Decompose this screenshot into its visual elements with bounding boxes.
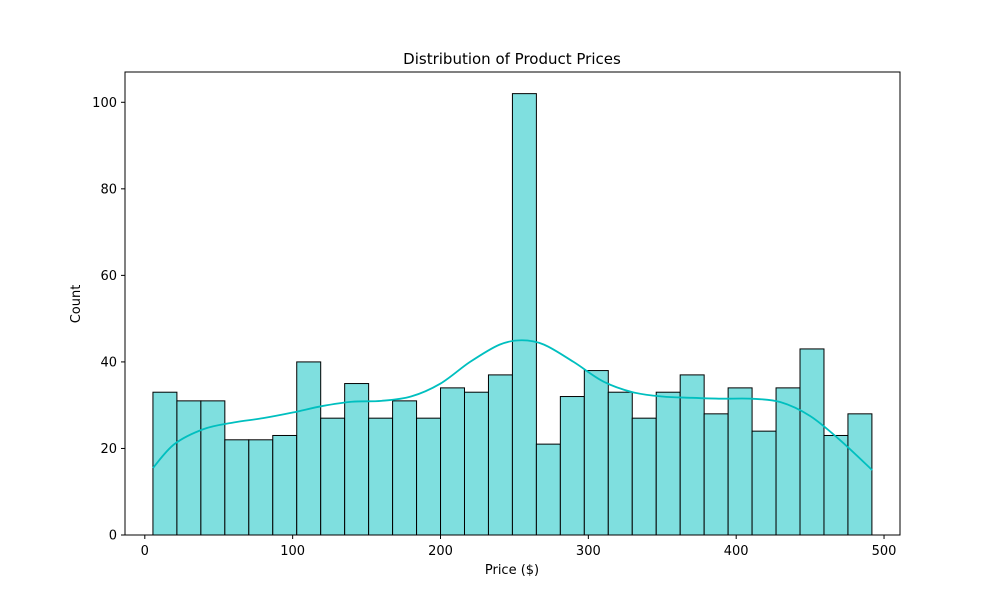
histogram-bar — [487, 374, 513, 536]
histogram-bar — [799, 348, 825, 536]
chart-title: Distribution of Product Prices — [403, 50, 621, 68]
histogram-bar — [559, 396, 585, 536]
histogram-bar — [847, 413, 873, 536]
histogram-bar — [535, 443, 561, 536]
x-tick-label: 300 — [576, 544, 601, 559]
histogram-bar — [320, 417, 346, 536]
histogram-bar — [296, 361, 322, 536]
y-tick-label: 80 — [100, 182, 117, 197]
y-axis-label: Count — [69, 285, 84, 324]
y-axis: 0 20 40 60 80 100 — [92, 96, 125, 544]
y-tick-label: 100 — [92, 96, 117, 111]
histogram-bar — [224, 439, 250, 536]
x-tick-label: 400 — [724, 544, 749, 559]
histogram-bar — [631, 417, 657, 536]
y-tick-label: 0 — [109, 529, 117, 544]
histogram-bar — [775, 387, 801, 536]
x-axis-label: Price ($) — [485, 563, 539, 578]
histogram-bar — [607, 391, 633, 536]
histogram-bar — [823, 434, 849, 536]
histogram-bar — [272, 434, 298, 536]
y-tick-label: 40 — [100, 355, 117, 370]
x-tick-label: 500 — [872, 544, 897, 559]
histogram-bar — [440, 387, 465, 536]
histogram-bar — [655, 391, 681, 536]
histogram-bar — [248, 439, 274, 536]
histogram-bar — [583, 370, 609, 536]
histogram-bar — [200, 400, 226, 536]
histogram-bar — [727, 387, 753, 536]
histogram-bar — [344, 383, 370, 536]
histogram-bar — [176, 400, 202, 536]
histogram-bar — [368, 417, 394, 536]
histogram-bar — [751, 430, 777, 536]
plot-frame — [124, 71, 901, 536]
histogram-bar — [416, 417, 442, 536]
histogram-bar — [703, 413, 729, 536]
y-tick-label: 20 — [100, 442, 117, 457]
x-tick-label: 0 — [141, 544, 149, 559]
histogram-bar — [511, 93, 537, 536]
x-tick-label: 100 — [280, 544, 305, 559]
x-axis: 0 100 200 300 400 500 — [141, 535, 897, 559]
bars-group — [152, 93, 873, 536]
kde-line — [152, 339, 873, 471]
histogram-bar — [392, 400, 418, 536]
y-tick-label: 60 — [100, 269, 117, 284]
x-tick-label: 200 — [428, 544, 453, 559]
histogram-bar — [463, 391, 489, 536]
